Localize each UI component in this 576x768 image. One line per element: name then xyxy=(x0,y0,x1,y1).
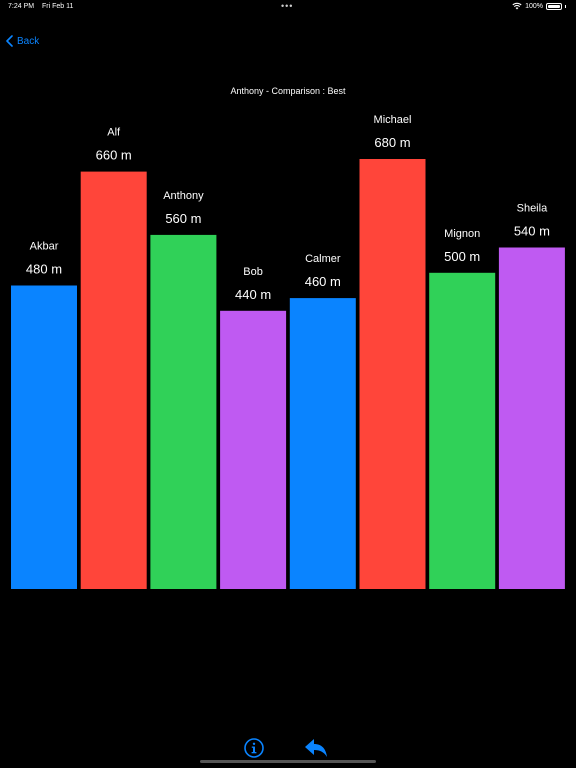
bar-sheila xyxy=(498,247,565,589)
back-button[interactable]: Back xyxy=(6,35,39,47)
bar-calmer xyxy=(289,298,356,589)
info-button[interactable] xyxy=(243,737,265,764)
status-time: 7:24 PM xyxy=(8,3,35,10)
reply-button[interactable] xyxy=(304,737,328,764)
chevron-left-icon xyxy=(6,35,13,47)
category-label-calmer: Calmer xyxy=(305,253,341,265)
value-label-akbar: 480 m xyxy=(26,262,62,277)
bar-alf xyxy=(80,171,147,589)
value-label-michael: 680 m xyxy=(374,135,410,150)
status-right: 100% xyxy=(512,2,566,10)
chart-title: Anthony - Comparison : Best xyxy=(230,86,346,96)
back-label: Back xyxy=(17,35,40,47)
status-date: Fri Feb 11 xyxy=(42,3,74,10)
category-label-bob: Bob xyxy=(243,266,263,278)
bar-mignon xyxy=(429,272,496,589)
value-label-sheila: 540 m xyxy=(514,224,550,239)
bar-bob xyxy=(220,310,287,589)
multitasking-dots-icon[interactable]: ••• xyxy=(281,1,294,11)
bar-chart: 480 m Akbar 660 m Alf 560 m Anthony 440 m Bob 46… xyxy=(11,114,565,589)
value-label-anthony: 560 m xyxy=(165,211,201,226)
bar-michael xyxy=(359,159,426,589)
category-label-anthony: Anthony xyxy=(163,190,204,202)
bar-akbar xyxy=(11,285,77,589)
value-label-calmer: 460 m xyxy=(305,274,341,289)
category-label-mignon: Mignon xyxy=(444,228,480,240)
wifi-icon xyxy=(512,2,522,10)
battery-icon xyxy=(546,2,562,10)
battery-percent: 100% xyxy=(525,2,543,10)
value-label-alf: 660 m xyxy=(96,148,132,163)
bar-anthony xyxy=(150,234,217,589)
category-label-alf: Alf xyxy=(107,127,121,139)
category-label-akbar: Akbar xyxy=(30,241,59,253)
info-circle-icon xyxy=(244,738,264,758)
home-indicator xyxy=(200,760,376,763)
status-bar: 7:24 PM Fri Feb 11 ••• 100% xyxy=(0,0,576,14)
battery-tip xyxy=(565,4,566,8)
value-label-bob: 440 m xyxy=(235,287,271,302)
value-label-mignon: 500 m xyxy=(444,249,480,264)
category-label-sheila: Sheila xyxy=(517,203,548,215)
reply-arrow-icon xyxy=(305,739,327,757)
category-label-michael: Michael xyxy=(374,114,412,126)
